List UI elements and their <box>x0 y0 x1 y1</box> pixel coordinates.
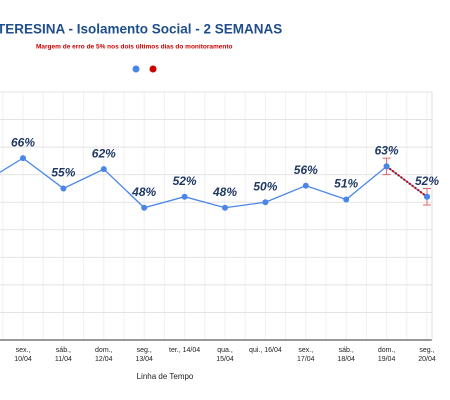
data-point <box>343 196 350 203</box>
error-line <box>385 165 428 198</box>
x-tick-label: qui., 16/04 <box>249 347 282 354</box>
data-point <box>424 193 430 200</box>
data-label: 52% <box>415 174 439 188</box>
legend-marker <box>132 65 140 73</box>
data-point <box>60 185 67 192</box>
data-point <box>100 166 107 173</box>
x-tick-label: seg., 13/04 <box>135 347 153 363</box>
data-label: 56% <box>294 163 318 177</box>
x-tick-label: sex., 10/04 <box>14 347 32 363</box>
x-tick-label: sáb., 18/04 <box>337 347 355 363</box>
data-label: 51% <box>334 177 358 191</box>
data-label: 48% <box>131 185 156 199</box>
x-tick-label: sex., 17/04 <box>297 347 315 363</box>
chart-title: TERESINA - Isolamento Social - 2 SEMANAS <box>0 22 282 37</box>
data-label: 50% <box>253 179 277 193</box>
x-tick-label: qua., 15/04 <box>216 347 234 363</box>
data-label: 48% <box>212 185 237 199</box>
data-label: 66% <box>11 135 35 149</box>
data-label: 55% <box>51 166 75 180</box>
series-line <box>0 157 428 209</box>
x-tick-label: dom., 19/04 <box>378 347 396 363</box>
data-point <box>383 163 390 170</box>
data-point <box>20 155 26 162</box>
chart-subtitle: Margem de erro de 5% nos dois últimos di… <box>36 44 233 51</box>
legend-marker <box>149 65 157 73</box>
data-label: 52% <box>173 174 197 188</box>
data-point <box>141 204 148 211</box>
data-label: 63% <box>375 144 399 158</box>
data-point <box>222 204 228 211</box>
data-point <box>181 193 188 200</box>
x-tick-label: seg., 20/04 <box>418 347 436 363</box>
x-tick-label: ter., 14/04 <box>169 347 200 354</box>
data-label: 62% <box>92 146 116 160</box>
x-tick-label: dom., 12/04 <box>95 347 113 363</box>
x-axis-label: Linha de Tempo <box>137 372 194 381</box>
data-point <box>302 182 309 189</box>
x-tick-label: sáb., 11/04 <box>55 347 72 363</box>
data-point <box>262 199 269 206</box>
